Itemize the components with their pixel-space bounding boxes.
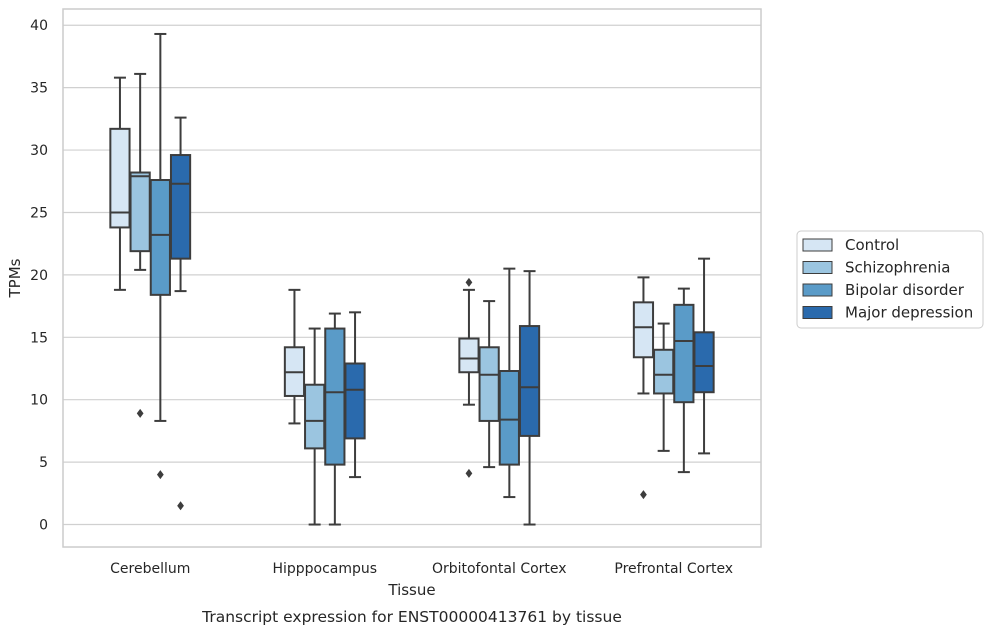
box-group: [109, 76, 131, 291]
box-group: [693, 257, 715, 455]
x-tick-label: Prefrontal Cortex: [614, 561, 733, 577]
outlier-point: [640, 490, 647, 500]
y-tick-label: 15: [30, 330, 48, 346]
legend-frame: [796, 230, 984, 329]
box-group: [344, 311, 366, 479]
outlier-point: [465, 277, 473, 287]
box: [304, 383, 326, 450]
y-tick-label: 10: [30, 393, 48, 409]
box-group: [169, 116, 192, 511]
box-group: [324, 312, 346, 526]
box: [324, 327, 346, 466]
box: [653, 348, 675, 395]
outlier-point: [136, 408, 144, 418]
box: [632, 301, 655, 359]
box-group: [149, 32, 171, 480]
y-tick-label: 30: [30, 143, 48, 159]
plot-boxes: [109, 32, 715, 526]
box-group: [478, 300, 500, 469]
legend-label: Bipolar disorder: [845, 281, 965, 299]
x-tick-label: Orbitofontal Cortex: [432, 561, 567, 577]
y-tick-label: 35: [30, 81, 48, 97]
x-axis-ticks: Cerebellum Hipppocampus Orbitofontal Corte…: [110, 561, 733, 577]
plot-area-frame: [62, 8, 762, 548]
legend-swatch: [802, 261, 833, 274]
box: [518, 325, 541, 437]
box-group: [632, 276, 655, 500]
box: [673, 303, 695, 404]
box: [344, 362, 366, 440]
box-group: [653, 322, 675, 452]
legend-label: Major depression: [845, 304, 973, 322]
box: [498, 369, 520, 466]
box: [458, 337, 480, 374]
legend: Control Schizophrenia Bipolar disorder Majo…: [796, 230, 984, 329]
box: [129, 171, 151, 253]
x-tick-label: Hipppocampus: [272, 561, 377, 577]
y-tick-label: 0: [39, 518, 48, 534]
legend-label: Schizophrenia: [845, 259, 950, 277]
box-group: [518, 270, 541, 526]
legend-swatch: [802, 306, 833, 319]
outlier-point: [156, 470, 164, 480]
box-group: [304, 327, 326, 526]
legend-label: Control: [845, 236, 899, 254]
y-axis-label: TPMs: [6, 258, 24, 298]
box: [149, 179, 171, 296]
box-group: [458, 277, 480, 478]
outlier-point: [465, 468, 473, 478]
box: [693, 331, 715, 394]
y-tick-label: 25: [30, 205, 48, 221]
box-group: [129, 72, 151, 418]
box: [169, 154, 192, 260]
legend-swatch: [802, 283, 833, 297]
x-tick-label: Cerebellum: [110, 561, 190, 577]
x-axis-label: Tissue: [387, 581, 435, 599]
y-tick-label: 20: [30, 268, 48, 284]
y-axis-ticks: 0 5 10 15 20 25 30 35 40: [30, 18, 48, 533]
box: [109, 127, 131, 229]
box-group: [673, 287, 695, 474]
y-tick-label: 5: [39, 455, 48, 471]
box-group: [498, 267, 520, 499]
chart-caption: Transcript expression for ENST0000041376…: [201, 608, 622, 626]
legend-swatch: [802, 238, 833, 252]
y-tick-label: 40: [30, 18, 48, 34]
outlier-point: [177, 501, 184, 511]
box-group: [283, 288, 306, 425]
box: [478, 346, 500, 422]
